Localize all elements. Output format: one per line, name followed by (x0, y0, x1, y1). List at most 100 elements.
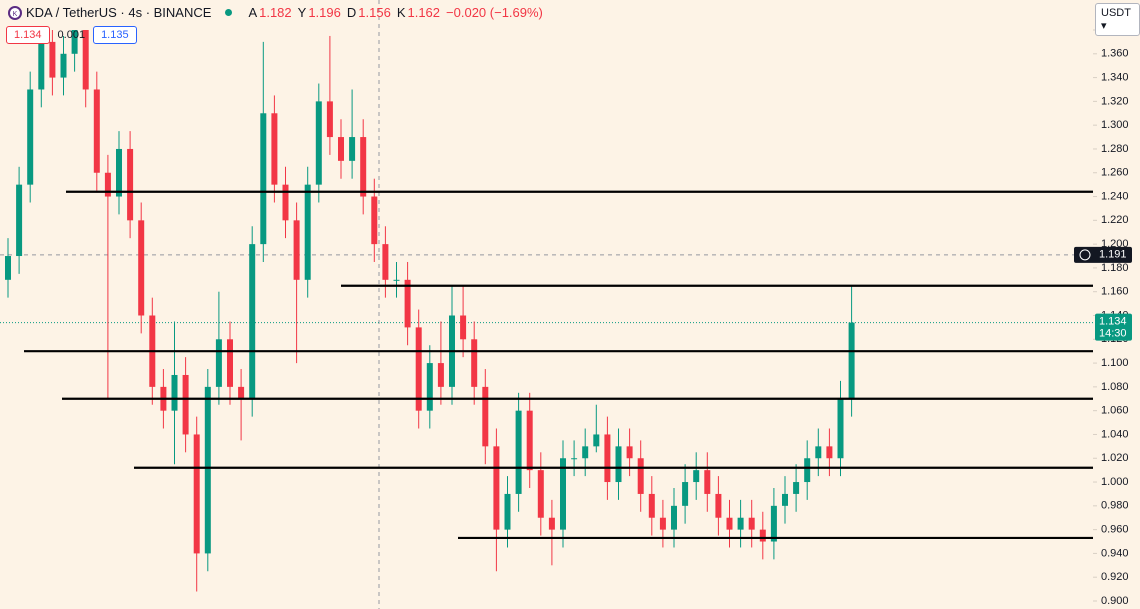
ohlc-key: Y (297, 5, 307, 20)
candle-body (571, 458, 578, 460)
ohlc-key: K (396, 5, 406, 20)
candle-body (770, 505, 777, 542)
y-tick-label: 1.080 (1101, 381, 1129, 393)
ohlc-values: A 1.182 Y 1.196 D 1.156 K 1.162 (248, 5, 446, 20)
y-tick-label: 1.280 (1101, 143, 1129, 155)
sell-badge[interactable]: 1.134 (6, 26, 50, 44)
candle-body (615, 446, 622, 483)
add-alert-icon (1079, 249, 1091, 261)
candle-body (304, 184, 311, 280)
candle-body (526, 410, 533, 471)
candle-body (648, 493, 655, 518)
candle-body (748, 517, 755, 530)
y-tick-label: 1.020 (1101, 452, 1129, 464)
y-tick-label: 1.240 (1101, 190, 1129, 202)
ohlc-value: 1.162 (407, 5, 441, 20)
candle-body (693, 470, 700, 483)
candle-body (604, 434, 611, 483)
candle-body (704, 470, 711, 494)
symbol: KDA / TetherUS · 4s · BINANCE (26, 5, 212, 20)
y-tick-label: 1.180 (1101, 262, 1129, 274)
candle-body (471, 339, 478, 387)
spread: 0.001 (57, 29, 86, 41)
crosshair-price-label: 1.191 (1099, 249, 1127, 261)
candle-body (404, 279, 411, 328)
y-tick-label: 0.940 (1101, 547, 1129, 559)
candle-body (782, 493, 788, 506)
y-tick-label: 1.100 (1101, 357, 1129, 369)
y-tick-label: 1.060 (1101, 405, 1129, 417)
candle-body (238, 386, 245, 399)
candle-body (793, 482, 800, 494)
y-tick-label: 0.960 (1101, 524, 1129, 536)
candle-body (493, 446, 500, 530)
price-axis: 1.3801.3601.3401.3201.3001.2801.2601.240… (1093, 24, 1129, 607)
candle-body (482, 386, 489, 447)
candle-body (659, 517, 666, 530)
y-tick-label: 1.340 (1101, 71, 1129, 83)
candle-body (249, 244, 256, 399)
candle-body (260, 113, 267, 245)
ohlc-key: A (248, 5, 258, 20)
candle-body (282, 184, 289, 221)
candle-body (104, 172, 111, 197)
candle-body (393, 279, 400, 281)
candle-body (415, 327, 422, 411)
candle-body (338, 137, 344, 161)
candle-body (726, 517, 733, 530)
y-tick-label: 1.300 (1101, 119, 1129, 131)
candle-body (815, 446, 822, 459)
status-dot (225, 9, 233, 16)
candle-body (16, 184, 23, 257)
candle-body (637, 458, 644, 494)
candle-body (215, 339, 222, 387)
candle-body (671, 505, 677, 530)
candle-body (116, 148, 122, 197)
y-tick-label: 0.980 (1101, 500, 1129, 512)
y-tick-label: 1.360 (1101, 48, 1129, 60)
last-price-box (1095, 313, 1132, 341)
candle-body (127, 148, 134, 221)
candle-body (171, 374, 178, 411)
candle-body (548, 517, 555, 530)
svg-text:K: K (13, 10, 18, 17)
candle-body (837, 398, 844, 459)
candle-body (360, 137, 367, 197)
candle-body (682, 482, 689, 506)
plot-area (0, 0, 1093, 609)
y-tick-label: 1.320 (1101, 95, 1129, 107)
candle-body (371, 196, 378, 245)
ohlc-value: 1.156 (358, 5, 391, 20)
candle-body (826, 446, 833, 459)
candle-body (193, 434, 200, 554)
trade-badges: 1.134 0.001 1.135 (6, 26, 137, 44)
candle-body (271, 113, 278, 185)
currency-select[interactable]: USDT ▾ (1095, 3, 1140, 36)
candle-body (60, 53, 67, 78)
candle-body (49, 41, 56, 78)
change: −0.020 (−1.69%) (446, 5, 543, 20)
countdown-label: 14:30 (1099, 328, 1127, 340)
candle-body (349, 137, 356, 161)
currency: USDT (1101, 7, 1131, 19)
candle-body (82, 30, 89, 90)
y-tick-label: 1.220 (1101, 214, 1129, 226)
buy-badge[interactable]: 1.135 (93, 26, 137, 44)
y-tick-label: 0.900 (1101, 595, 1129, 607)
ohlc-value: 1.182 (259, 5, 292, 20)
candle-body (293, 220, 300, 280)
candle-body (515, 410, 522, 494)
symbol-icon: K (8, 5, 22, 20)
candle-body (560, 458, 566, 530)
candle-body (315, 101, 322, 185)
ohlc-value: 1.196 (308, 5, 341, 20)
candle-body (27, 89, 34, 185)
candle-body (93, 89, 100, 173)
candle-body (537, 470, 544, 518)
candle-body (71, 30, 78, 54)
candle-body (182, 374, 189, 435)
candle-body (5, 256, 11, 280)
